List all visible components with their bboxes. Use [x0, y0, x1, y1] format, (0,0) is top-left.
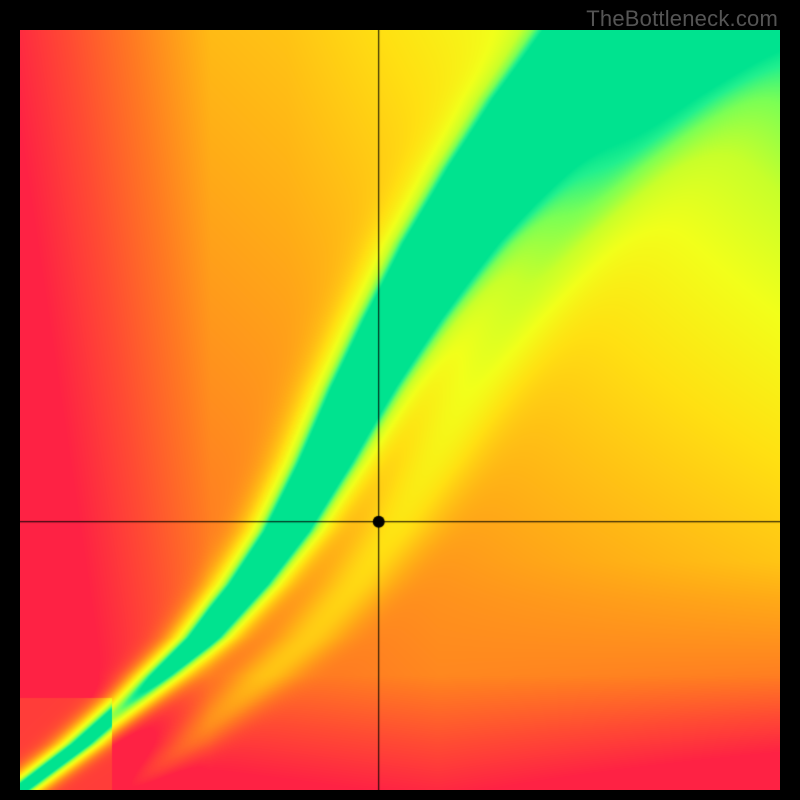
heatmap-canvas: [20, 30, 780, 790]
chart-container: TheBottleneck.com: [0, 0, 800, 800]
watermark-text: TheBottleneck.com: [586, 6, 778, 32]
